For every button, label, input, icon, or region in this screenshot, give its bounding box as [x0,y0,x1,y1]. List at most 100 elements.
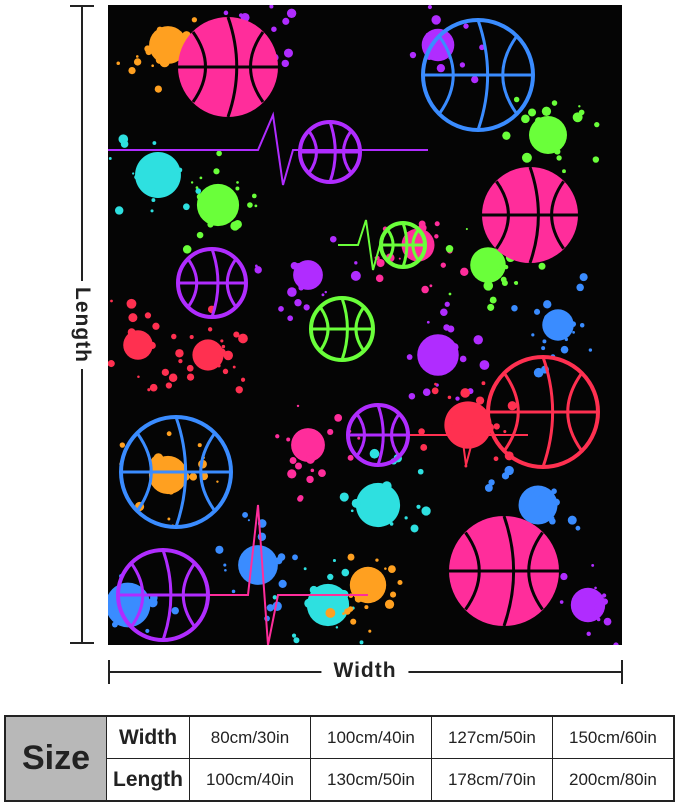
paint-drop [108,157,112,160]
paint-drop [542,339,547,344]
paint-drop [216,150,222,157]
paint-drop [592,156,600,163]
paint-drop [254,266,262,274]
paint-drop [444,301,450,307]
paint-drop [533,367,544,378]
paint-drop [178,358,183,364]
paint-splatter [196,183,240,227]
table-cell: 130cm/50in [309,758,432,802]
paint-drop [581,591,588,598]
paint-drop [144,45,152,53]
paint-drop [397,579,403,586]
paint-drop [445,245,454,253]
paint-drop [151,64,154,68]
basketball-seam [342,130,353,174]
paint-drop [390,591,397,598]
paint-drop [388,565,396,574]
paint-drop [389,522,394,526]
paint-drop [440,308,448,317]
paint-drop [426,320,430,324]
paint-drop [533,308,541,315]
paint-drop [175,349,184,358]
paint-drop [272,595,277,600]
paint-drop [303,567,307,571]
paint-drop [521,114,530,124]
paint-drop [434,221,440,227]
paint-drop [541,489,547,494]
basketball-seam [340,297,349,361]
paint-drop [127,328,136,337]
basketball-seam [376,404,385,466]
paint-drop [207,327,213,332]
paint-drop [334,413,343,422]
basketball-seam [354,306,365,352]
paint-drop [286,8,297,18]
paint-drop [199,176,203,180]
paint-splatter [417,334,459,376]
paint-drop [341,568,350,577]
paint-drop [217,348,226,357]
paint-drop [376,258,385,268]
paint-splatter [238,545,278,585]
paint-drop [549,517,556,525]
paint-drop [318,469,326,478]
row-label-length: Length [106,758,190,802]
paint-drop [427,5,432,10]
paint-drop [579,273,588,282]
paint-drop [342,612,345,615]
paint-drop [507,401,517,411]
basketball-seam [181,562,196,628]
basketball-seam [541,356,555,468]
paint-drop [541,106,552,116]
paint-drop [286,437,291,442]
paint-drop [186,364,194,372]
paint-drop [128,66,136,75]
basketball-seam [226,16,239,118]
table-cell: 100cm/40in [189,758,311,802]
paint-drop [443,367,446,371]
paint-drop [304,598,314,609]
paint-drop [603,617,612,626]
paint-drop [303,304,310,311]
paint-drop [196,231,204,239]
paint-drop [126,298,137,309]
paint-drop [231,589,236,594]
paint-drop [119,442,126,448]
paint-drop [313,451,317,456]
paint-drop [578,609,582,614]
paint-drop [289,457,297,465]
paint-drop [251,193,257,199]
paint-drop [137,375,140,378]
paint-drop [528,108,537,117]
paint-drop [535,117,543,125]
paint-drop [235,186,240,191]
paint-drop [306,475,314,484]
paint-drop [235,386,243,394]
basketball-seam [161,549,173,641]
paint-drop [166,431,172,437]
table-cell: 150cm/60in [551,715,675,759]
basketball-seam [210,248,220,318]
paint-drop [377,517,385,525]
paint-drop [431,387,439,395]
paint-drop [420,444,428,451]
basketball-seam [527,531,544,611]
paint-drop [143,167,148,171]
paint-drop [220,339,224,343]
paint-drop [601,598,608,605]
paint-drop [410,524,419,533]
paint-drop [354,595,363,603]
paint-drop [167,517,171,521]
paint-drop [384,567,387,570]
table-cell: 100cm/40in [309,715,432,759]
paint-splatter [192,339,224,371]
paint-drop [447,325,455,333]
basketball-splatter-pattern [82,1,637,662]
paint-drop [314,596,319,601]
paint-drop [207,221,214,228]
paint-drop [511,304,518,312]
paint-drop [552,498,560,506]
paint-drop [460,267,469,277]
length-label: Length [70,281,94,369]
paint-drop [111,621,118,628]
